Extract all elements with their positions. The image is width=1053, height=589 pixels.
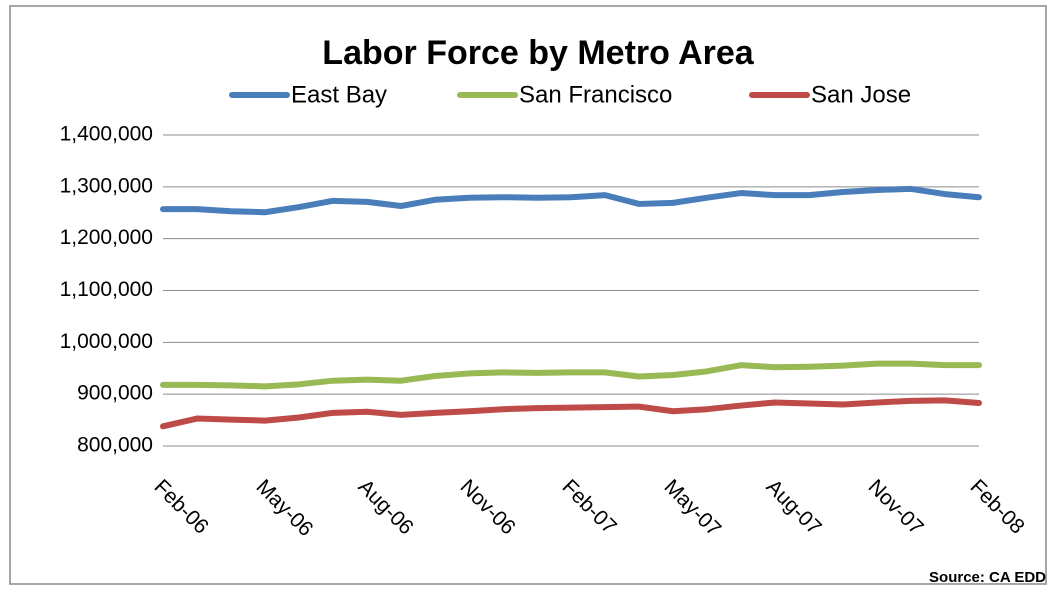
source-note: Source: CA EDD xyxy=(929,569,1046,586)
data-line xyxy=(160,397,982,430)
y-tick-label: 800,000 xyxy=(77,434,153,457)
data-line xyxy=(160,185,982,216)
data-line xyxy=(160,360,982,390)
y-tick-label: 900,000 xyxy=(77,382,153,405)
legend-label: East Bay xyxy=(291,81,387,108)
y-tick-label: 1,000,000 xyxy=(60,330,153,353)
y-tick-label: 1,400,000 xyxy=(60,123,153,146)
y-tick-label: 1,100,000 xyxy=(60,278,153,301)
y-tick-label: 1,300,000 xyxy=(60,174,153,197)
legend-label: San Jose xyxy=(811,81,911,108)
chart-frame xyxy=(9,5,1047,585)
chart-title: Labor Force by Metro Area xyxy=(322,34,754,72)
y-tick-label: 1,200,000 xyxy=(60,226,153,249)
legend-label: San Francisco xyxy=(519,81,672,108)
